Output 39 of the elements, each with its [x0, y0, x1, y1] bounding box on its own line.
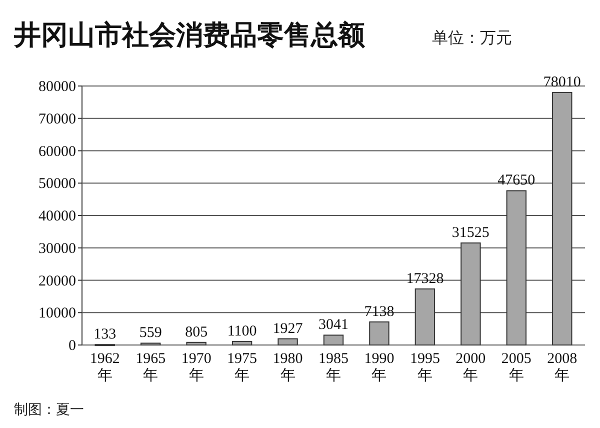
- x-tick-label: 1962 年: [90, 351, 120, 384]
- chart-title: 井冈山市社会消费品零售总额: [13, 20, 366, 50]
- bar: [460, 242, 481, 346]
- data-label: 31525: [452, 224, 490, 241]
- x-tick-label: 1985 年: [318, 351, 348, 384]
- data-label: 559: [139, 325, 162, 342]
- data-label: 805: [185, 324, 208, 340]
- data-label: 1927: [272, 320, 304, 337]
- y-tick-label: 70000: [38, 111, 76, 128]
- x-tick-label: 1995 年: [410, 351, 440, 384]
- bar: [414, 288, 436, 346]
- bar: [369, 321, 390, 346]
- data-label: 3041: [318, 317, 348, 334]
- y-tick-label: 50000: [38, 176, 76, 192]
- x-tick-label: 1975 年: [227, 351, 258, 384]
- bar: [323, 334, 344, 346]
- y-tick-label: 20000: [38, 273, 76, 290]
- data-label: 133: [94, 326, 116, 343]
- bar: [552, 92, 572, 346]
- x-tick-label: 2008 年: [547, 351, 578, 384]
- bar: [278, 338, 298, 346]
- x-tick-label: 1965 年: [136, 351, 166, 384]
- y-tick-label: 30000: [38, 240, 76, 257]
- x-tick-label: 1970 年: [181, 351, 212, 384]
- y-tick-label: 80000: [38, 79, 76, 95]
- y-tick-label: 10000: [38, 306, 76, 322]
- chart-subtitle: 单位：万元: [432, 29, 512, 47]
- x-tick-label: 2000 年: [456, 351, 486, 384]
- data-label: 1100: [227, 323, 257, 340]
- x-tick-label: 2005 年: [501, 351, 532, 384]
- text: 制图：夏一: [14, 401, 84, 417]
- x-tick-label: 1990 年: [364, 351, 394, 384]
- y-tick-label: 0: [68, 338, 76, 354]
- bar: [186, 342, 206, 346]
- y-tick-label: 40000: [38, 208, 76, 224]
- bar: [232, 340, 252, 346]
- bar: [506, 190, 527, 346]
- y-tick-label: 60000: [38, 144, 76, 160]
- x-tick-label: 1980 年: [272, 351, 303, 384]
